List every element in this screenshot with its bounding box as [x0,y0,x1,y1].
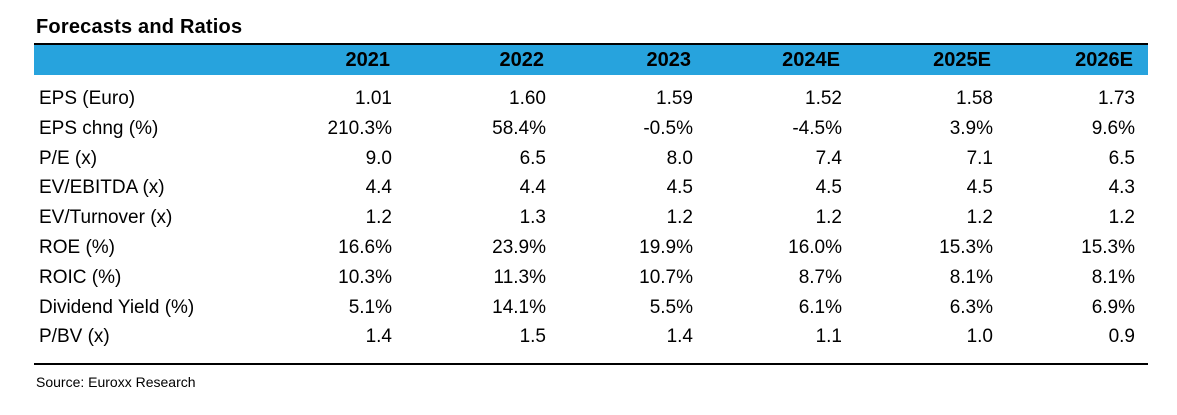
table-title: Forecasts and Ratios [36,16,243,38]
row-label: EPS (Euro) [39,88,136,109]
table-cell: 6.5 [1108,147,1135,169]
row-label: EPS chng (%) [39,117,159,139]
table-cell: 4.4 [365,177,392,199]
year-header: 2025E [933,49,991,71]
row-label: ROE (%) [39,237,115,258]
bottom-rule [34,363,1148,365]
table-cell: -4.5% [792,117,842,139]
table-cell: 1.4 [666,326,693,348]
table-row: ROE (%) 16.6% 23.9% 19.9% 16.0% 15.3% 15.3% [34,237,1148,267]
year-header: 2023 [646,49,692,71]
table-cell: 1.5 [519,326,546,348]
table-cell: 6.5 [519,147,546,169]
table-cell: 8.1% [1091,266,1135,288]
table-cell: 11.3% [493,266,546,288]
table-cell: 0.9 [1108,326,1135,348]
row-label: EV/Turnover (x) [39,207,173,229]
source-note: Source: Euroxx Research [36,374,196,390]
table-cell: 1.52 [805,88,842,109]
table-cell: 4.3 [1108,177,1135,199]
table-cell: 4.5 [966,177,993,199]
table-cell: 1.4 [365,326,392,348]
year-header: 2021 [345,49,391,71]
table-cell: 23.9% [492,237,546,258]
table-row: P/E (x) 9.0 6.5 8.0 7.4 7.1 6.5 [34,148,1148,178]
header-band [34,45,1148,75]
table-row: ROIC (%) 10.3% 11.3% 10.7% 8.7% 8.1% 8.1% [34,267,1148,297]
table-cell: 210.3% [327,117,392,139]
table-cell: 5.1% [348,296,392,318]
table-cell: 5.5% [649,296,693,318]
table-cell: 15.3% [1081,237,1135,258]
year-header: 2024E [782,49,840,71]
row-label: P/BV (x) [39,326,110,348]
table-cell: 6.3% [949,296,993,318]
table-cell: 7.1 [966,147,993,169]
table-cell: 8.1% [949,266,993,288]
table-cell: 8.0 [666,147,693,169]
table-cell: 1.60 [509,88,546,109]
table-row: EPS (Euro) 1.01 1.60 1.59 1.52 1.58 1.73 [34,88,1148,118]
table-cell: 6.9% [1091,296,1135,318]
row-label: P/E (x) [39,147,98,169]
table-cell: 16.0% [788,237,842,258]
year-header: 2022 [499,49,545,71]
table-cell: 1.01 [355,88,392,109]
table-cell: 4.5 [815,177,842,199]
table-cell: 1.2 [666,207,693,229]
table-cell: 10.3% [338,266,392,288]
table-cell: 16.6% [338,237,392,258]
table-cell: 8.7% [798,266,842,288]
table-row: Dividend Yield (%) 5.1% 14.1% 5.5% 6.1% 6.3% 6… [34,297,1148,327]
table-cell: 14.1% [492,296,546,318]
table-cell: 19.9% [639,237,693,258]
table-cell: 1.2 [1108,207,1135,229]
table-cell: 9.6% [1091,117,1135,139]
table-cell: 6.1% [798,296,842,318]
table-cell: 9.0 [365,147,392,169]
table-cell: 1.58 [956,88,993,109]
row-label: ROIC (%) [39,266,122,288]
row-label: EV/EBITDA (x) [39,177,165,199]
row-label: Dividend Yield (%) [39,296,195,318]
table-cell: 1.73 [1098,88,1135,109]
table-cell: 58.4% [492,117,546,139]
year-header: 2026E [1075,49,1133,71]
table-cell: 10.7% [639,266,693,288]
table-row: EV/Turnover (x) 1.2 1.3 1.2 1.2 1.2 1.2 [34,207,1148,237]
table-cell: 1.0 [966,326,993,348]
table-cell: 4.5 [666,177,693,199]
table-cell: 3.9% [949,117,993,139]
table-cell: 1.2 [365,207,392,229]
table-row: EPS chng (%) 210.3% 58.4% -0.5% -4.5% 3.9% 9.6… [34,118,1148,148]
table-cell: 1.2 [966,207,993,229]
table-cell: 1.2 [815,207,842,229]
table-row: EV/EBITDA (x) 4.4 4.4 4.5 4.5 4.5 4.3 [34,177,1148,207]
table-cell: 15.3% [939,237,993,258]
table-row: P/BV (x) 1.4 1.5 1.4 1.1 1.0 0.9 [34,326,1148,356]
table-cell: 7.4 [815,147,842,169]
title-rule [34,43,1148,45]
table-cell: 4.4 [519,177,546,199]
table-cell: 1.1 [815,326,842,348]
table-cell: -0.5% [643,117,693,139]
table-cell: 1.3 [519,207,546,229]
table-cell: 1.59 [656,88,693,109]
